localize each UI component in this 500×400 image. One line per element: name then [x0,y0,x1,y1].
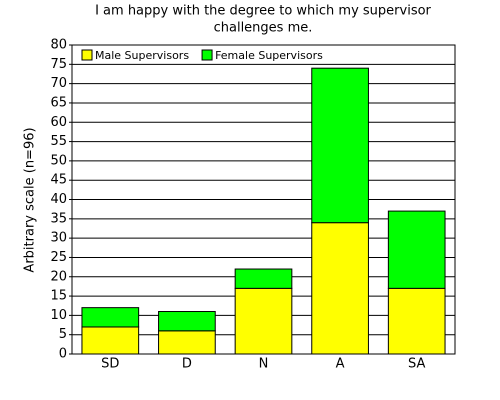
y-tick-label: 75 [50,57,67,72]
chart-title-line: challenges me. [214,21,313,36]
y-tick-label: 60 [50,115,67,130]
y-tick-label: 45 [50,173,67,188]
bar-segment [387,287,446,355]
legend-label: Male Supervisors [95,49,189,62]
x-tick-label: SA [408,357,425,372]
x-tick-label: SD [101,357,119,372]
bar-segment [387,210,446,289]
y-tick-label: 10 [50,308,67,323]
y-tick-label: 30 [50,231,67,246]
y-tick-label: 0 [59,347,67,362]
y-tick-label: 80 [50,38,67,53]
legend-swatch [81,49,93,61]
y-tick-label: 15 [50,289,67,304]
bar-segment [158,311,216,332]
bar-segment [311,222,369,355]
legend-swatch [201,49,213,61]
bar-segment [234,287,293,355]
y-tick-label: 40 [50,192,67,207]
x-tick-label: N [259,357,269,372]
bar-segment [311,67,369,224]
y-tick-label: 25 [50,250,67,265]
y-tick-label: 20 [50,269,67,284]
y-tick-label: 35 [50,211,67,226]
y-tick-label: 65 [50,95,67,110]
y-tick-label: 70 [50,76,67,91]
y-tick-label: 5 [59,327,67,342]
chart-title-line: I am happy with the degree to which my s… [95,4,431,19]
bar-segment [81,326,140,355]
bar-segment [158,330,216,355]
x-tick-label: D [182,357,192,372]
y-tick-label: 50 [50,153,67,168]
bar-segment [81,307,140,328]
bar-segment [234,268,293,289]
y-tick-label: 55 [50,134,67,149]
x-tick-label: A [336,357,345,372]
legend-label: Female Supervisors [215,49,323,62]
y-axis-label: Arbitrary scale (n=96) [23,127,38,272]
